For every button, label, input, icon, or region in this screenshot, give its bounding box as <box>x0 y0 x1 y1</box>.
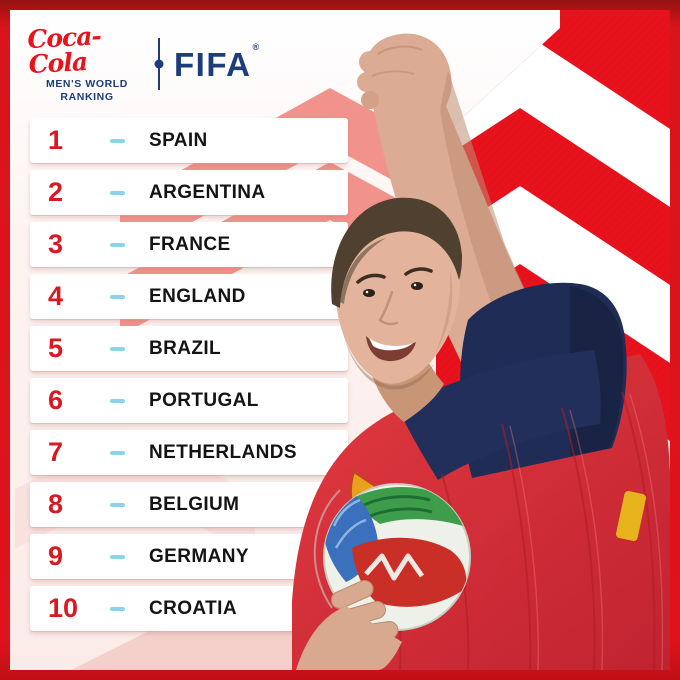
no-change-dash-icon <box>110 294 125 299</box>
fifa-logo: FIFA® <box>174 41 261 83</box>
no-change-dash-icon <box>110 190 125 195</box>
country-name: ENGLAND <box>149 285 246 307</box>
country-name: ARGENTINA <box>149 181 266 203</box>
rank-number: 5 <box>48 333 64 363</box>
trademark-symbol: ® <box>252 41 261 52</box>
no-change-dash-icon <box>110 554 125 559</box>
poster-inner-panel: Coca-Cola MEN'S WORLD RANKING FIFA® 1 SP… <box>10 10 670 670</box>
ranking-row: 1 SPAIN <box>30 118 348 163</box>
coca-cola-wordmark: Coca-Cola <box>26 21 102 80</box>
no-change-dash-icon <box>110 138 125 143</box>
ranking-row: 3 FRANCE <box>30 222 348 267</box>
ranking-list: 1 SPAIN 2 ARGENTINA 3 FRANCE 4 ENGLAND 5… <box>30 118 348 638</box>
country-name: SPAIN <box>149 129 208 151</box>
ranking-row: 2 ARGENTINA <box>30 170 348 215</box>
country-name: BELGIUM <box>149 493 240 515</box>
header-lockup: Coca-Cola MEN'S WORLD RANKING FIFA® <box>26 21 261 104</box>
ranking-row: 5 BRAZIL <box>30 326 348 371</box>
rank-number: 4 <box>48 281 64 311</box>
country-name: PORTUGAL <box>149 389 259 411</box>
rank-number: 6 <box>48 385 64 415</box>
rank-number: 1 <box>48 125 64 155</box>
country-name: CROATIA <box>149 597 237 619</box>
no-change-dash-icon <box>110 502 125 507</box>
ranking-row: 8 BELGIUM <box>30 482 348 527</box>
logo-divider <box>154 38 164 91</box>
rank-number: 3 <box>48 229 64 259</box>
no-change-dash-icon <box>110 606 125 611</box>
no-change-dash-icon <box>110 242 125 247</box>
ranking-row: 4 ENGLAND <box>30 274 348 319</box>
country-name: FRANCE <box>149 233 231 255</box>
rank-number: 10 <box>48 593 79 623</box>
coca-cola-logo: Coca-Cola MEN'S WORLD RANKING <box>26 21 146 104</box>
rank-number: 2 <box>48 177 64 207</box>
rank-number: 7 <box>48 437 64 467</box>
country-name: NETHERLANDS <box>149 441 297 463</box>
ranking-row: 10 CROATIA <box>30 586 348 631</box>
country-name: BRAZIL <box>149 337 222 359</box>
ranking-row: 7 NETHERLANDS <box>30 430 348 475</box>
country-name: GERMANY <box>149 545 249 567</box>
no-change-dash-icon <box>110 450 125 455</box>
no-change-dash-icon <box>110 346 125 351</box>
ranking-row: 6 PORTUGAL <box>30 378 348 423</box>
no-change-dash-icon <box>110 398 125 403</box>
rank-number: 8 <box>48 489 64 519</box>
ranking-row: 9 GERMANY <box>30 534 348 579</box>
rank-number: 9 <box>48 541 64 571</box>
mens-world-ranking-label: MEN'S WORLD RANKING <box>45 78 128 104</box>
divider-dot-icon <box>154 59 164 69</box>
